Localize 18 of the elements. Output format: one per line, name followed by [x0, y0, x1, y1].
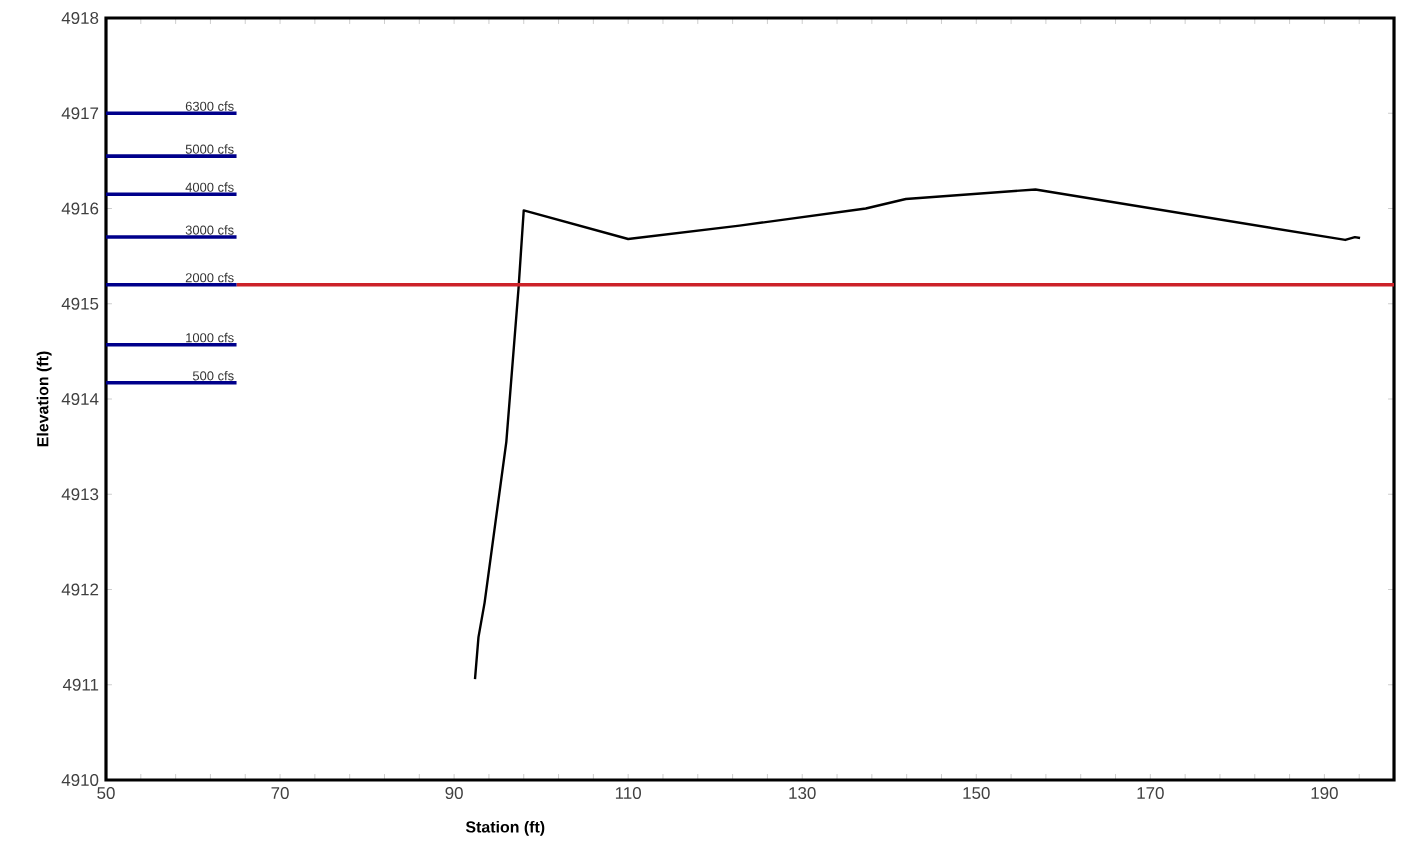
x-tick-label: 90: [445, 787, 463, 800]
x-tick-label: 170: [1137, 787, 1164, 800]
y-tick-label: 4912: [61, 583, 99, 596]
y-tick-label: 4910: [61, 774, 99, 786]
x-tick-label: 50: [97, 787, 115, 800]
x-tick-label: 130: [789, 787, 816, 800]
y-tick-label: 4913: [61, 488, 99, 501]
line-series: [473, 188, 1362, 681]
y-tick-label: 4918: [61, 12, 99, 24]
x-tick-label: 70: [271, 787, 289, 800]
y-tick-label: 4911: [62, 678, 99, 691]
x-tick-label: 150: [963, 787, 990, 800]
y-tick-label: 4915: [61, 297, 99, 310]
x-tick-label: 190: [1311, 787, 1338, 800]
x-tick-label: 110: [615, 787, 641, 800]
y-tick-label: 4916: [61, 202, 99, 215]
y-tick-label: 4917: [61, 107, 99, 120]
y-tick-label: 4914: [61, 393, 99, 405]
